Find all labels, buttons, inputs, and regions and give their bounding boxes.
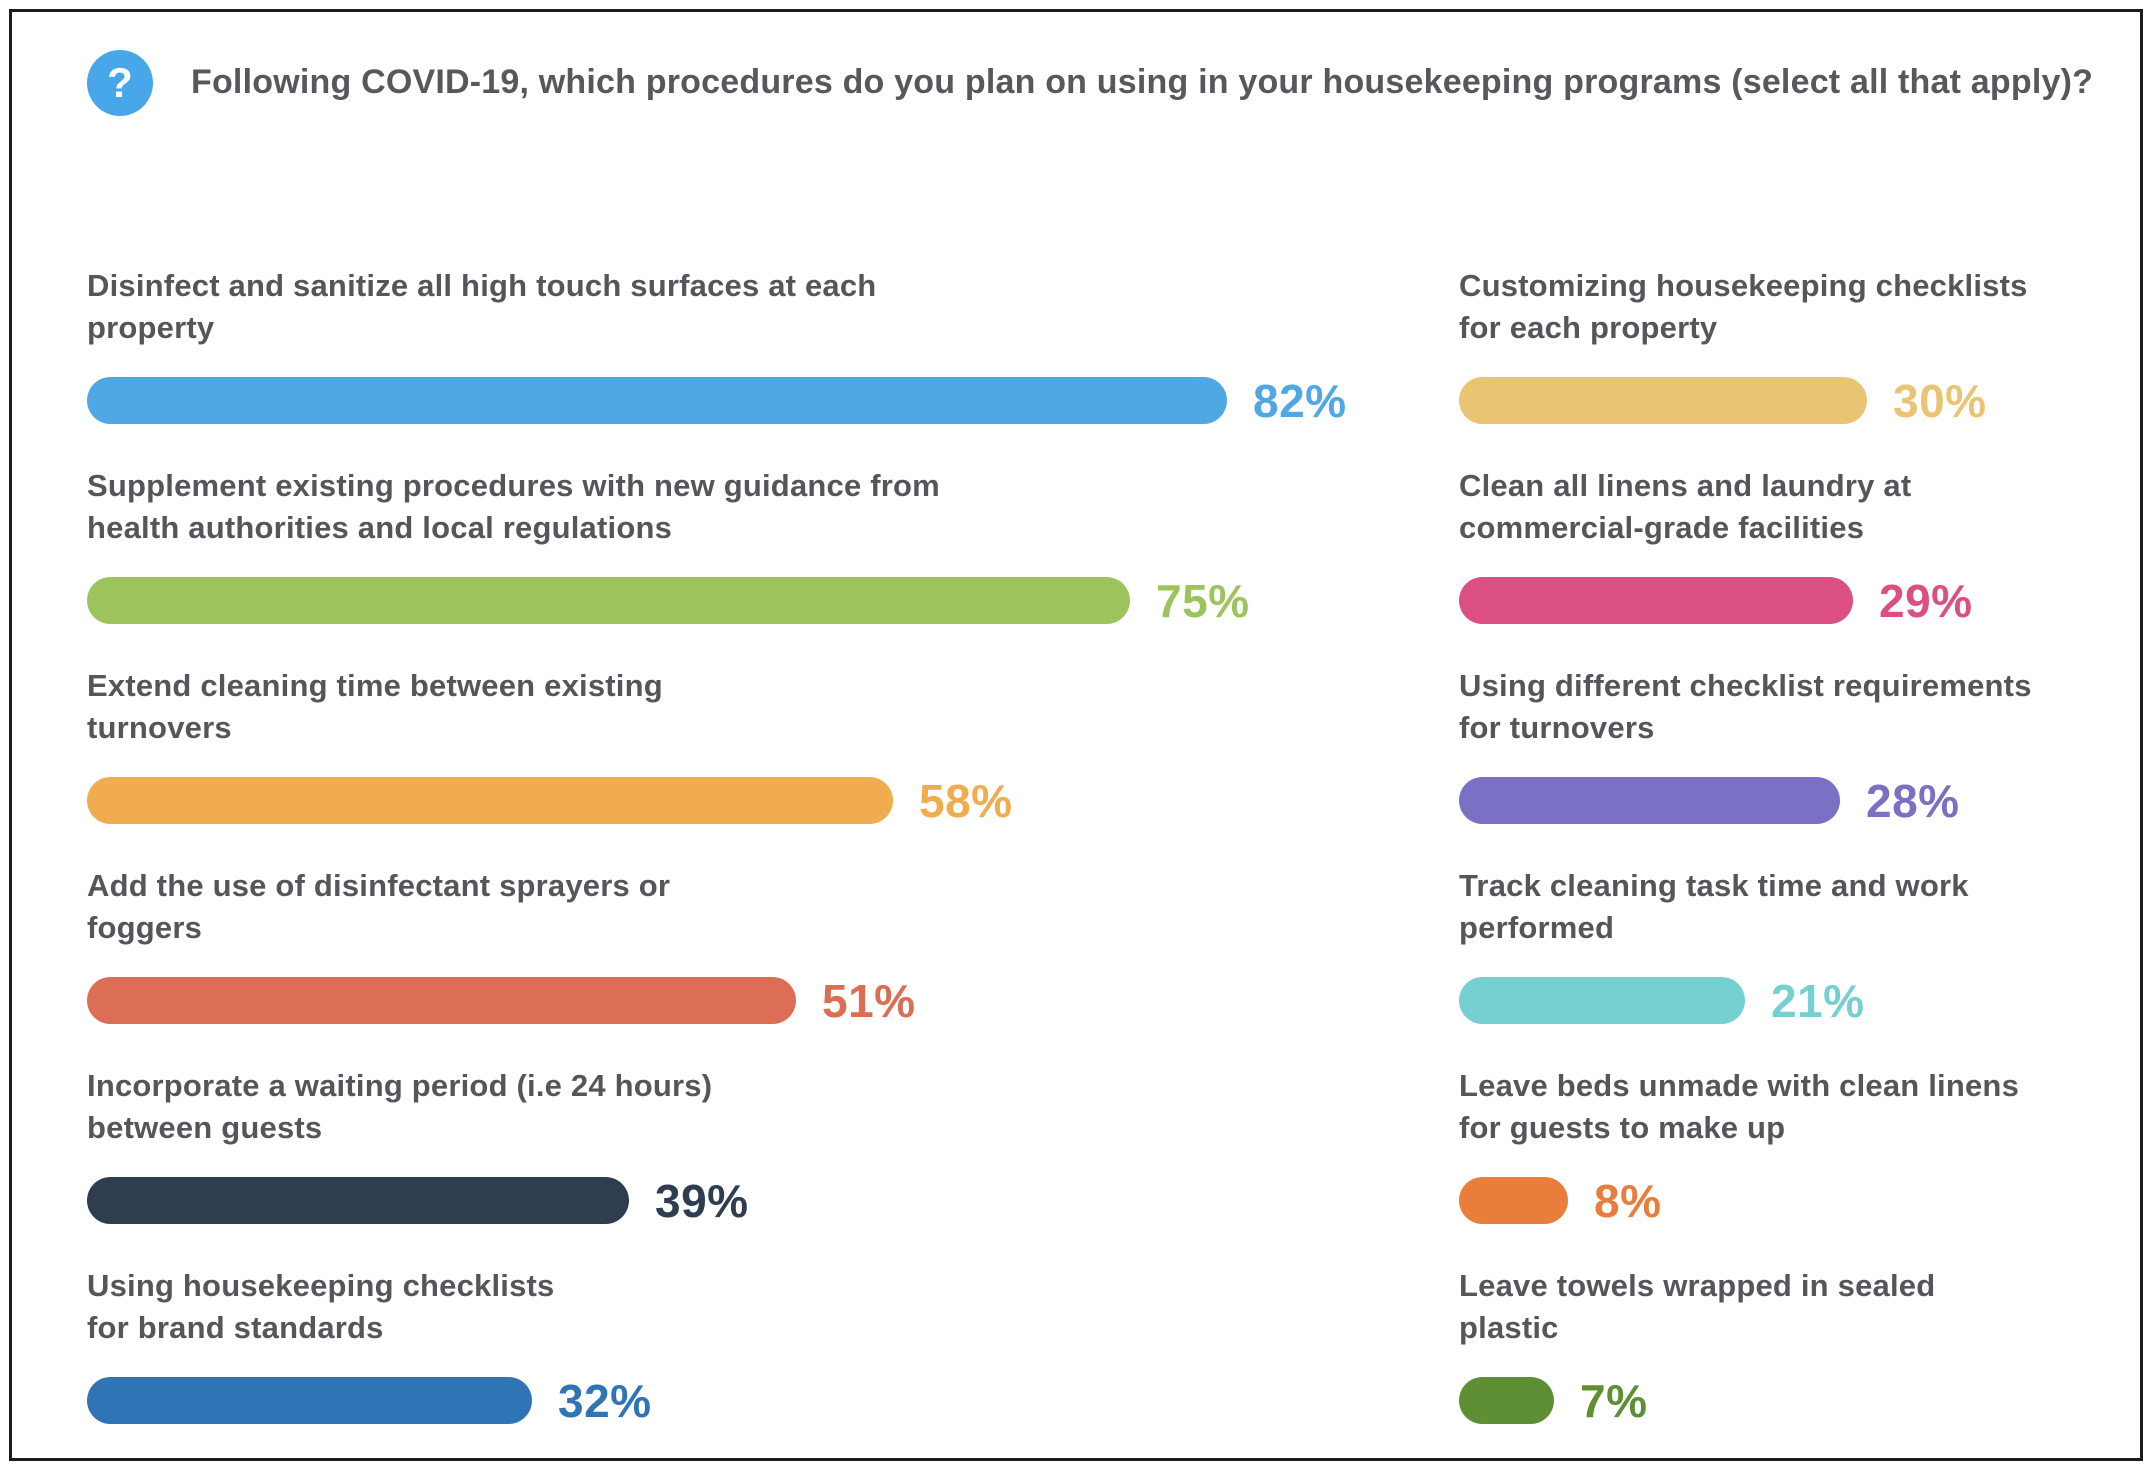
bar xyxy=(1459,577,1853,624)
bar-label: Using different checklist requirements f… xyxy=(1459,667,2032,745)
bar-value: 7% xyxy=(1580,1374,1648,1427)
bar-item: Customizing housekeeping checklists for … xyxy=(1459,224,2100,427)
bar-value: 82% xyxy=(1253,374,1347,427)
bar-label: Supplement existing procedures with new … xyxy=(87,467,940,545)
bar-value: 58% xyxy=(919,774,1013,827)
bar xyxy=(87,377,1227,424)
bar-item: Track cleaning task time and work perfor… xyxy=(1459,824,2100,1027)
bar xyxy=(87,1377,532,1424)
bar-item: Using different checklist requirements f… xyxy=(1459,624,2100,827)
bar-label: Incorporate a waiting period (i.e 24 hou… xyxy=(87,1067,713,1145)
bar xyxy=(87,1177,629,1224)
bar xyxy=(1459,1377,1554,1424)
bar-label: Clean all linens and laundry at commerci… xyxy=(1459,467,1912,545)
bar-item: Clean all linens and laundry at commerci… xyxy=(1459,424,2100,627)
bar-item: Disinfect and sanitize all high touch su… xyxy=(87,224,1459,427)
bar-item: Add the use of disinfectant sprayers or … xyxy=(87,824,1459,1027)
chart-column-right: Customizing housekeeping checklists for … xyxy=(1459,224,2100,1427)
bar-value: 51% xyxy=(822,974,916,1027)
bar-item: Using housekeeping checklists for brand … xyxy=(87,1224,1459,1427)
bar-item: Supplement existing procedures with new … xyxy=(87,424,1459,627)
bar xyxy=(1459,777,1840,824)
bar-label: Customizing housekeeping checklists for … xyxy=(1459,267,2028,345)
bar-label: Using housekeeping checklists for brand … xyxy=(87,1267,555,1345)
bar-label: Leave towels wrapped in sealed plastic xyxy=(1459,1267,1936,1345)
question-mark-icon[interactable]: ? xyxy=(87,50,153,116)
bar-value: 29% xyxy=(1879,574,1973,627)
chart-column-left: Disinfect and sanitize all high touch su… xyxy=(87,224,1459,1427)
bar-value: 21% xyxy=(1771,974,1865,1027)
bar-value: 39% xyxy=(655,1174,749,1227)
bar-chart: Disinfect and sanitize all high touch su… xyxy=(87,224,2100,1427)
bar-label: Leave beds unmade with clean linens for … xyxy=(1459,1067,2020,1145)
bar-value: 30% xyxy=(1893,374,1987,427)
chart-card: ? Following COVID-19, which procedures d… xyxy=(9,9,2143,1461)
bar-item: Leave beds unmade with clean linens for … xyxy=(1459,1024,2100,1227)
bar xyxy=(87,777,893,824)
bar-value: 8% xyxy=(1594,1174,1662,1227)
bar-label: Extend cleaning time between existing tu… xyxy=(87,667,663,745)
bar-label: Add the use of disinfectant sprayers or … xyxy=(87,867,671,945)
bar-label: Track cleaning task time and work perfor… xyxy=(1459,867,1969,945)
bar-value: 32% xyxy=(558,1374,652,1427)
bar xyxy=(1459,1177,1568,1224)
bar-label: Disinfect and sanitize all high touch su… xyxy=(87,267,877,345)
bar xyxy=(87,577,1130,624)
chart-title: Following COVID-19, which procedures do … xyxy=(191,63,2094,101)
bar xyxy=(1459,377,1867,424)
chart-header: ? Following COVID-19, which procedures d… xyxy=(87,50,2100,116)
bar xyxy=(87,977,796,1024)
bar-item: Leave towels wrapped in sealed plastic 7… xyxy=(1459,1224,2100,1427)
bar-item: Incorporate a waiting period (i.e 24 hou… xyxy=(87,1024,1459,1227)
bar-value: 75% xyxy=(1156,574,1250,627)
bar xyxy=(1459,977,1745,1024)
bar-item: Extend cleaning time between existing tu… xyxy=(87,624,1459,827)
bar-value: 28% xyxy=(1866,774,1960,827)
